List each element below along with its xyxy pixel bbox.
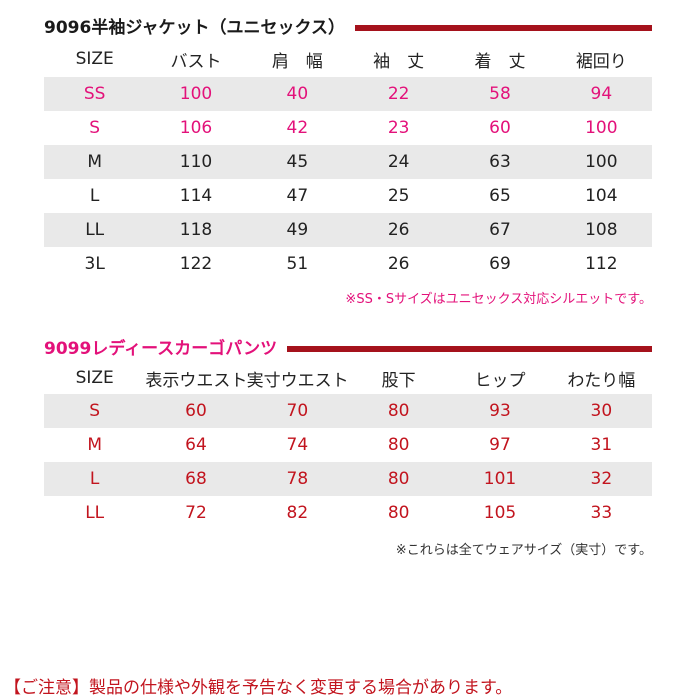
table-cell: 30	[550, 394, 652, 428]
table-cell: 60	[489, 118, 511, 138]
table-cell: 64	[185, 435, 207, 455]
table-cell: 114	[179, 186, 213, 206]
table-cell: S	[44, 394, 146, 428]
column-header: 裾回り	[575, 51, 627, 72]
table-cell: 122	[179, 254, 213, 274]
column-header: ヒップ	[474, 370, 526, 391]
table-cell: 70	[246, 394, 348, 428]
table-row: L 114 47 25 65 104	[44, 179, 652, 213]
table-cell: 26	[347, 213, 450, 247]
table-cell: 80	[387, 503, 410, 523]
table-cell: 60	[145, 394, 247, 428]
table-row: L 68 78 80 101 32	[44, 462, 652, 496]
table-cell: L	[89, 186, 100, 206]
table-cell: 58	[449, 77, 551, 111]
table-cell: 100	[585, 118, 618, 138]
table-cell: 100	[550, 145, 652, 179]
table-row: S 60 70 80 93 30	[44, 394, 652, 428]
table-header-row: SIZE 表示ウエスト 実寸ウエスト 股下 ヒップ わたり幅	[44, 362, 652, 394]
column-header: 表示ウエスト	[145, 370, 248, 391]
table-row: 3L 122 51 26 69 112	[44, 247, 652, 281]
table-cell: 67	[449, 213, 551, 247]
table-cell: 97	[489, 435, 511, 455]
table-cell: 82	[286, 503, 309, 523]
pants-note: ※これらは全てウェアサイズ（実寸）です。	[395, 543, 652, 558]
jacket-size-table: SIZE バスト 肩 幅 袖 丈 着 丈 裾回り SS 100 40 22 58…	[44, 41, 652, 281]
table-cell: 80	[347, 462, 450, 496]
table-header-row: SIZE バスト 肩 幅 袖 丈 着 丈 裾回り	[44, 41, 652, 77]
table-cell: 94	[550, 77, 652, 111]
table-cell: LL	[85, 503, 105, 523]
table-cell: 65	[489, 186, 511, 206]
table-cell: 32	[550, 462, 652, 496]
table-cell: 31	[590, 435, 613, 455]
caution-notice: 【ご注意】製品の仕様や外観を予告なく変更する場合があります。	[4, 678, 513, 698]
table-cell: 49	[246, 213, 348, 247]
table-cell: 69	[489, 254, 511, 274]
pants-title-row: 9099レディースカーゴパンツ	[44, 337, 652, 361]
column-header: SIZE	[75, 368, 114, 388]
pants-title-bar	[44, 346, 652, 352]
column-header: 実寸ウエスト	[246, 370, 349, 391]
table-cell: 100	[145, 77, 247, 111]
table-cell: 25	[387, 186, 410, 206]
table-cell: 80	[387, 435, 410, 455]
table-cell: M	[87, 435, 102, 455]
table-cell: 105	[483, 503, 517, 523]
table-cell: 101	[449, 462, 551, 496]
table-cell: 47	[286, 186, 309, 206]
table-row: SS 100 40 22 58 94	[44, 77, 652, 111]
table-row: M 110 45 24 63 100	[44, 145, 652, 179]
table-cell: 3L	[84, 254, 105, 274]
table-cell: 118	[145, 213, 247, 247]
table-row: M 64 74 80 97 31	[44, 428, 652, 462]
column-header: バスト	[170, 51, 222, 72]
table-cell: 42	[286, 118, 309, 138]
table-cell: 22	[347, 77, 450, 111]
table-row: LL 118 49 26 67 108	[44, 213, 652, 247]
table-cell: 45	[246, 145, 348, 179]
table-cell: 68	[145, 462, 247, 496]
table-cell: 106	[179, 118, 213, 138]
table-cell: 74	[286, 435, 309, 455]
column-header: 肩 幅	[271, 51, 323, 72]
table-row: LL 72 82 80 105 33	[44, 496, 652, 530]
jacket-title: 9096半袖ジャケット（ユニセックス）	[44, 16, 355, 40]
table-cell: SS	[44, 77, 146, 111]
table-cell: 78	[246, 462, 348, 496]
table-cell: L	[44, 462, 146, 496]
table-cell: 40	[246, 77, 348, 111]
table-cell: 24	[347, 145, 450, 179]
table-cell: M	[44, 145, 146, 179]
column-header: わたり幅	[567, 370, 636, 391]
table-cell: 63	[449, 145, 551, 179]
jacket-note: ※SS・Sサイズはユニセックス対応シルエットです。	[345, 292, 652, 307]
table-cell: 93	[449, 394, 551, 428]
table-cell: 110	[145, 145, 247, 179]
table-cell: S	[89, 118, 101, 138]
pants-title: 9099レディースカーゴパンツ	[44, 337, 288, 361]
pants-size-section: 9099レディースカーゴパンツ SIZE 表示ウエスト 実寸ウエスト 股下 ヒッ…	[44, 337, 652, 530]
table-row: S 106 42 23 60 100	[44, 111, 652, 145]
table-cell: 80	[347, 394, 450, 428]
table-cell: 72	[185, 503, 207, 523]
table-cell: 112	[585, 254, 618, 274]
jacket-title-row: 9096半袖ジャケット（ユニセックス）	[44, 16, 652, 40]
table-cell: 51	[286, 254, 309, 274]
column-header: 袖 丈	[373, 51, 425, 72]
table-cell: 23	[387, 118, 410, 138]
table-cell: 104	[585, 186, 618, 206]
pants-size-table: SIZE 表示ウエスト 実寸ウエスト 股下 ヒップ わたり幅 S 60 70 8…	[44, 362, 652, 530]
table-cell: 26	[387, 254, 410, 274]
column-header: SIZE	[75, 49, 114, 69]
jacket-size-section: 9096半袖ジャケット（ユニセックス） SIZE バスト 肩 幅 袖 丈 着 丈…	[44, 16, 652, 281]
column-header: 着 丈	[474, 51, 526, 72]
table-cell: 33	[590, 503, 613, 523]
table-cell: LL	[44, 213, 146, 247]
table-cell: 108	[550, 213, 652, 247]
column-header: 股下	[381, 370, 416, 391]
